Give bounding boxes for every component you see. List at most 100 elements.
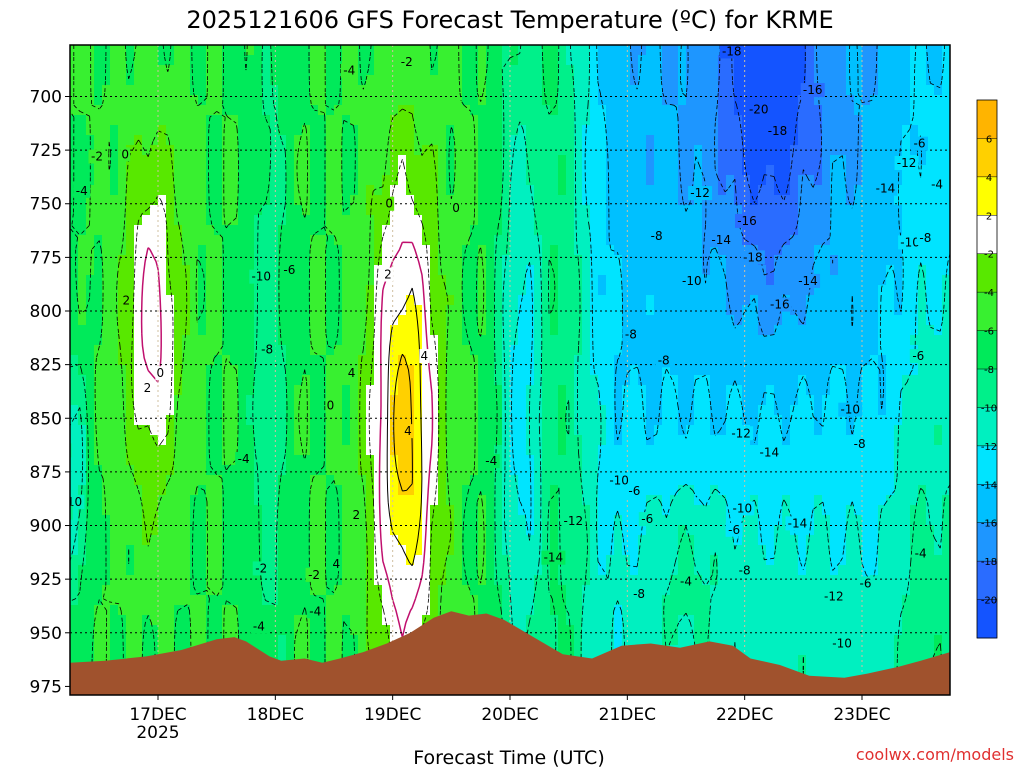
field-cell <box>646 355 655 366</box>
field-cell <box>622 125 631 136</box>
field-cell <box>150 305 159 316</box>
field-cell <box>710 435 719 446</box>
field-cell <box>310 415 319 426</box>
field-cell <box>902 225 911 236</box>
field-cell <box>158 395 167 406</box>
field-cell <box>454 285 463 296</box>
field-cell <box>942 325 950 336</box>
field-cell <box>150 365 159 376</box>
field-cell <box>190 275 199 286</box>
field-cell <box>654 175 663 186</box>
field-cell <box>734 465 743 476</box>
field-cell <box>190 305 199 316</box>
field-cell <box>110 95 119 106</box>
field-cell <box>678 235 687 246</box>
field-cell <box>774 105 783 116</box>
field-cell <box>542 135 551 146</box>
field-cell <box>678 155 687 166</box>
field-cell <box>366 135 375 146</box>
field-cell <box>862 215 871 226</box>
field-cell <box>334 415 343 426</box>
field-cell <box>478 355 487 366</box>
field-cell <box>446 115 455 126</box>
field-cell <box>302 435 311 446</box>
field-cell <box>118 45 127 56</box>
field-cell <box>542 125 551 136</box>
field-cell <box>798 255 807 266</box>
field-cell <box>302 355 311 366</box>
field-cell <box>766 485 775 496</box>
field-cell <box>590 205 599 216</box>
field-cell <box>430 315 439 326</box>
field-cell <box>390 215 399 226</box>
field-cell <box>542 225 551 236</box>
field-cell <box>190 195 199 206</box>
field-cell <box>686 375 695 386</box>
field-cell <box>382 75 391 86</box>
field-cell <box>214 295 223 306</box>
field-cell <box>622 115 631 126</box>
field-cell <box>614 415 623 426</box>
field-cell <box>862 95 871 106</box>
field-cell <box>190 105 199 116</box>
field-cell <box>622 385 631 396</box>
field-cell <box>614 95 623 106</box>
field-cell <box>758 175 767 186</box>
field-cell <box>102 85 111 96</box>
field-cell <box>414 225 423 236</box>
field-cell <box>502 205 511 216</box>
field-cell <box>86 395 95 406</box>
field-cell <box>126 95 135 106</box>
field-cell <box>430 495 439 506</box>
field-cell <box>358 65 367 76</box>
field-cell <box>374 45 383 56</box>
field-cell <box>430 385 439 396</box>
field-cell <box>150 95 159 106</box>
field-cell <box>342 225 351 236</box>
field-cell <box>830 335 839 346</box>
field-cell <box>934 45 943 56</box>
field-cell <box>118 495 127 506</box>
field-cell <box>550 75 559 86</box>
field-cell <box>294 205 303 216</box>
field-cell <box>478 365 487 376</box>
field-cell <box>574 215 583 226</box>
field-cell <box>542 285 551 296</box>
field-cell <box>286 475 295 486</box>
field-cell <box>70 295 79 306</box>
field-cell <box>150 345 159 356</box>
field-cell <box>206 455 215 466</box>
field-cell <box>526 215 535 226</box>
field-cell <box>630 55 639 66</box>
field-cell <box>134 285 143 296</box>
field-cell <box>574 425 583 436</box>
field-cell <box>406 95 415 106</box>
field-cell <box>878 235 887 246</box>
field-cell <box>158 335 167 346</box>
field-cell <box>166 445 175 456</box>
field-cell <box>598 115 607 126</box>
field-cell <box>430 225 439 236</box>
field-cell <box>942 365 950 376</box>
field-cell <box>118 485 127 496</box>
field-cell <box>726 55 735 66</box>
field-cell <box>870 285 879 296</box>
field-cell <box>870 225 879 236</box>
field-cell <box>526 405 535 416</box>
field-cell <box>646 465 655 476</box>
field-cell <box>734 445 743 456</box>
field-cell <box>174 135 183 146</box>
field-cell <box>134 75 143 86</box>
field-cell <box>582 65 591 76</box>
field-cell <box>222 55 231 66</box>
field-cell <box>70 325 79 336</box>
field-cell <box>238 325 247 336</box>
field-cell <box>446 215 455 226</box>
field-cell <box>862 175 871 186</box>
field-cell <box>790 475 799 486</box>
field-cell <box>582 285 591 296</box>
field-cell <box>662 335 671 346</box>
field-cell <box>70 455 79 466</box>
field-cell <box>446 125 455 136</box>
field-cell <box>110 405 119 416</box>
